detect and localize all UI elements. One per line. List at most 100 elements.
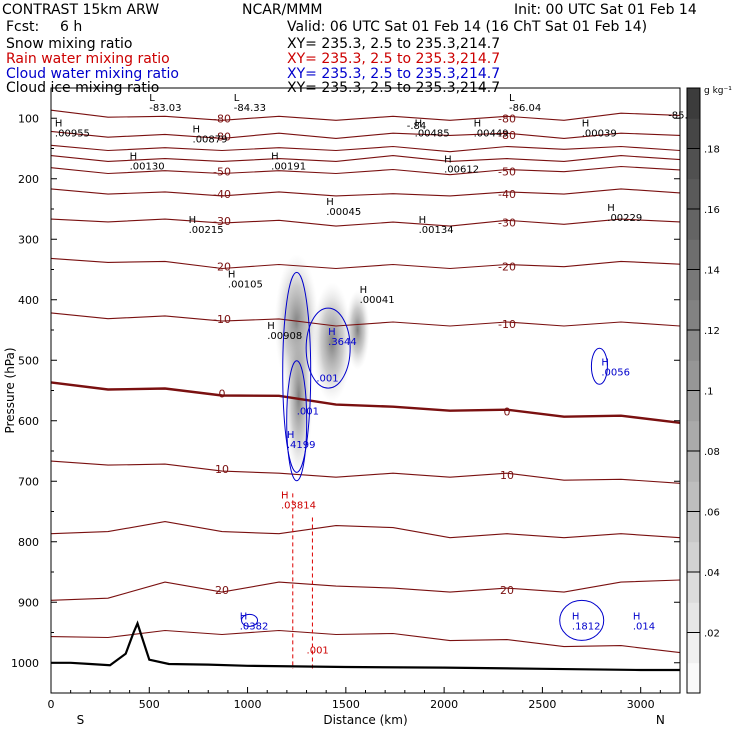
snow-ice-label-marker-17: H — [360, 285, 368, 296]
contour-label-12-1: 20 — [500, 584, 514, 597]
colorbar-segment-9 — [687, 390, 700, 422]
snow-ice-label-marker-8: H — [415, 118, 423, 129]
x-tick-label-2: 1000 — [234, 698, 262, 711]
colorbar-segment-8 — [687, 420, 700, 452]
temperature-contour-0 — [50, 109, 681, 121]
temperature-contour-3 — [50, 155, 681, 162]
contour-label-0-0: -80 — [213, 112, 231, 125]
snow-ice-label-marker-13: H — [189, 215, 197, 226]
snow-ice-label-marker-6: H — [130, 152, 138, 163]
snow-ice-label-marker-0: L — [149, 93, 155, 104]
snow-ice-label-marker-18: H — [267, 321, 275, 332]
snow-ice-label-value-14: .00134 — [419, 225, 454, 236]
snow-ice-label-value-10: .00039 — [582, 128, 617, 139]
snow-ice-label-value-3: -85. — [668, 110, 688, 121]
snow-ice-label-value-19: -.84 — [407, 121, 427, 132]
y-tick-label-0: 100 — [18, 112, 39, 125]
snow-ice-label-value-6: .00130 — [130, 162, 165, 173]
colorbar-segment-3 — [687, 572, 700, 603]
plot-frame — [50, 87, 681, 694]
colorbar-label-6: .14 — [704, 266, 720, 277]
forecast-value: 6 h — [60, 19, 83, 35]
y-tick-label-9: 1000 — [11, 657, 39, 670]
snow-ice-label-value-8: .00485 — [415, 128, 450, 139]
init-time: Init: 00 UTC Sat 01 Feb 14 — [514, 2, 697, 18]
x-tick-label-0: 0 — [48, 698, 55, 711]
snow-ice-label-marker-7: H — [271, 152, 279, 163]
cloud-water-label-marker-3: H — [287, 430, 295, 441]
colorbar-label-3: .08 — [704, 447, 720, 458]
contour-label-1-1: -80 — [498, 129, 516, 142]
field-snow-xy: XY= 235.3, 2.5 to 235.3,214.7 — [287, 36, 501, 52]
temperature-contour-10 — [50, 460, 681, 484]
snow-ice-label-value-7: .00191 — [271, 162, 306, 173]
x-tick-label-4: 2000 — [430, 698, 458, 711]
colorbar-segment-12 — [687, 299, 700, 331]
colorbar-segment-19 — [687, 88, 700, 119]
cloud-water-label-value-0: .3644 — [328, 337, 357, 348]
cloud-shade-2 — [284, 316, 313, 477]
colorbar-segment-11 — [687, 330, 700, 361]
colorbar-segment-0 — [687, 662, 700, 694]
x-axis-title: Distance (km) — [323, 713, 407, 727]
contour-label-9-1: 0 — [504, 406, 511, 419]
colorbar-segment-10 — [687, 360, 700, 391]
snow-ice-label-marker-16: H — [228, 270, 236, 281]
contour-label-0-1: -80 — [498, 112, 516, 125]
cloud-shade-1 — [312, 282, 353, 403]
temperature-contour-13 — [50, 629, 681, 654]
snow-ice-label-marker-10: H — [582, 118, 590, 129]
cloud-water-label-value-6: .1812 — [572, 621, 601, 632]
colorbar-segment-18 — [687, 118, 700, 149]
snow-ice-label-marker-5: H — [193, 124, 201, 135]
temperature-contour-6 — [50, 218, 681, 227]
snow-ice-label-marker-4: H — [55, 118, 63, 129]
x-tick-label-5: 2500 — [528, 698, 556, 711]
contour-label-7-1: -20 — [498, 260, 516, 273]
forecast-label: Fcst: — [6, 19, 40, 35]
snow-ice-label-value-5: .00879 — [193, 134, 228, 145]
snow-ice-label-marker-2: L — [509, 93, 515, 104]
snow-ice-label-marker-15: H — [607, 203, 615, 214]
snow-ice-label-value-13: .00215 — [189, 225, 224, 236]
cloud-water-label-value-2: .001 — [297, 407, 319, 418]
org-label: NCAR/MMM — [242, 2, 323, 18]
y-tick-label-7: 800 — [18, 536, 39, 549]
cloud-water-contour-5 — [559, 599, 605, 641]
colorbar-segment-13 — [687, 269, 700, 301]
temperature-contour-1 — [50, 130, 681, 139]
snow-ice-label-value-1: -84.33 — [234, 103, 266, 114]
temperature-contour-12 — [50, 579, 681, 601]
colorbar-unit: g kg⁻¹ — [704, 86, 732, 96]
cloud-water-label-value-1: .001 — [316, 373, 338, 384]
x-tick-label-6: 3000 — [627, 698, 655, 711]
contour-label-12-0: 20 — [215, 584, 229, 597]
snow-ice-label-value-4: .00955 — [55, 128, 90, 139]
contour-label-4-1: -50 — [498, 165, 516, 178]
snow-ice-label-value-16: .00105 — [228, 280, 263, 291]
y-tick-label-2: 300 — [18, 233, 39, 246]
colorbar-segment-16 — [687, 178, 700, 210]
y-tick-label-6: 700 — [18, 475, 39, 488]
snow-ice-label-value-11: .00612 — [444, 165, 479, 176]
contour-label-7-0: -20 — [213, 260, 231, 273]
contour-label-5-1: -40 — [498, 188, 516, 201]
temperature-contour-4 — [50, 165, 681, 176]
cloud-water-label-value-7: .014 — [633, 621, 655, 632]
valid-time: Valid: 06 UTC Sat 01 Feb 14 (16 ChT Sat … — [287, 19, 648, 35]
snow-ice-label-marker-1: L — [234, 93, 240, 104]
rain-label-value-1: .001 — [307, 646, 329, 657]
colorbar-segment-15 — [687, 209, 700, 240]
y-tick-label-4: 500 — [18, 354, 39, 367]
temperature-contour-7 — [50, 257, 681, 270]
colorbar-segment-6 — [687, 481, 700, 512]
cloud-water-contour-1 — [286, 360, 308, 482]
colorbar-segment-7 — [687, 451, 700, 482]
rain-label-marker-0: H — [281, 490, 289, 501]
snow-ice-label-value-17: .00041 — [360, 295, 395, 306]
cloud-shade-3 — [345, 290, 370, 370]
contour-label-8-1: -10 — [498, 318, 516, 331]
snow-ice-label-value-18: .00908 — [267, 331, 302, 342]
field-cloud-water-xy: XY= 235.3, 2.5 to 235.3,214.7 — [287, 66, 501, 82]
x-tick-label-1: 500 — [139, 698, 160, 711]
